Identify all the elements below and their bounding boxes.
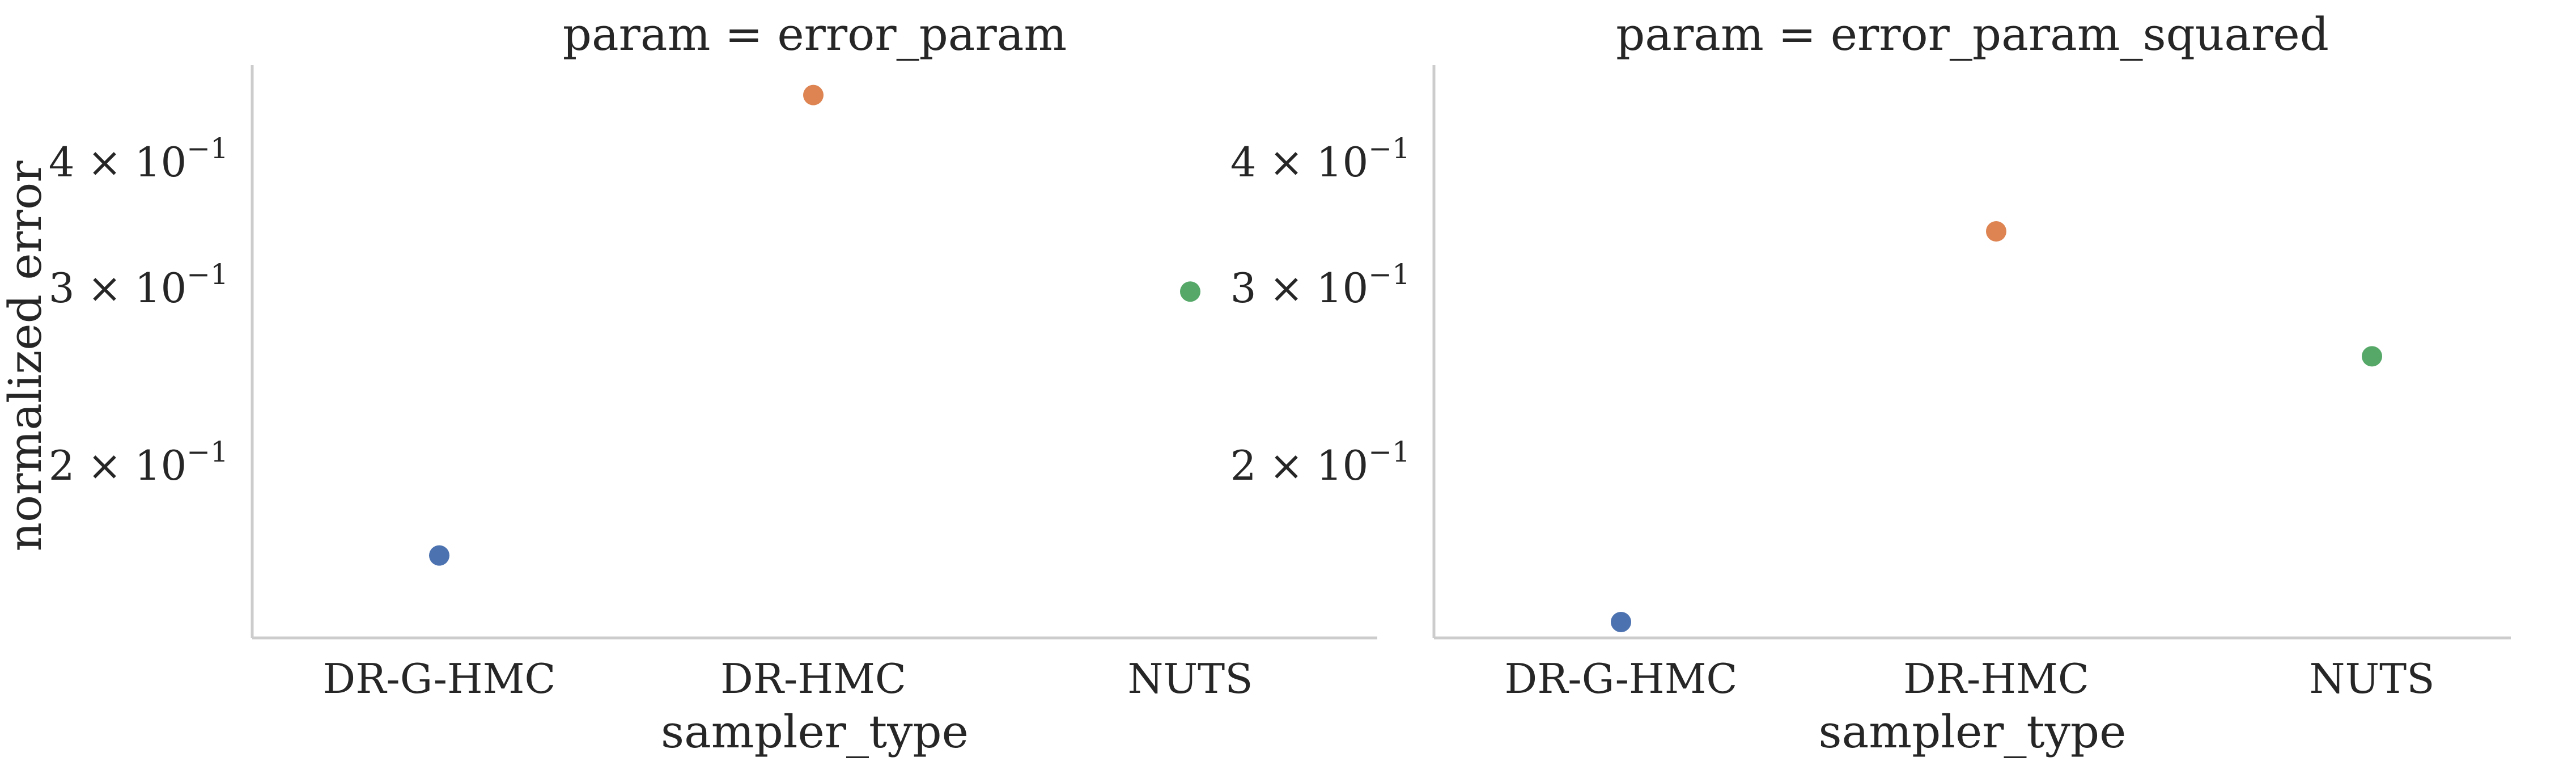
- x-tick-label: DR-HMC: [1903, 655, 2089, 703]
- x-axis-label: sampler_type: [1819, 705, 2127, 758]
- y-tick-base: 10: [135, 442, 187, 489]
- y-tick-mantissa: 3: [49, 264, 75, 312]
- x-tick-label: DR-G-HMC: [322, 655, 555, 703]
- data-point-dr-g-hmc: [429, 545, 449, 566]
- y-tick-exponent: −1: [186, 435, 228, 468]
- y-tick-base: 10: [1317, 442, 1369, 489]
- data-point-dr-hmc: [1986, 221, 2006, 242]
- y-tick-exponent: −1: [1368, 435, 1410, 468]
- y-tick-exponent: −1: [1368, 132, 1410, 165]
- y-tick-base: 10: [1317, 264, 1369, 312]
- y-tick-mantissa: 3: [1230, 264, 1257, 312]
- y-tick-base: 10: [135, 138, 187, 186]
- y-tick-mantissa: 2: [49, 442, 75, 489]
- x-tick-label: NUTS: [1127, 655, 1253, 703]
- y-tick-label: 4 × 10−1: [1230, 132, 1410, 186]
- panel-title: param = error_param_squared: [1616, 8, 2329, 61]
- x-axis-label: sampler_type: [661, 705, 969, 758]
- y-tick-exponent: −1: [186, 132, 228, 165]
- data-point-dr-g-hmc: [1611, 611, 1631, 632]
- y-tick-mantissa: 4: [1230, 138, 1257, 186]
- y-tick-label: 3 × 10−1: [49, 258, 228, 312]
- panel-title: param = error_param: [563, 8, 1067, 61]
- data-point-dr-hmc: [803, 84, 824, 105]
- y-tick-mantissa: 4: [49, 138, 75, 186]
- panel-error-param-squared: param = error_param_squared 2 × 10−1 3 × 1…: [1230, 8, 2511, 758]
- panel-error-param: param = error_param 2 × 10−1 3 × 10−1 4 × 1…: [49, 8, 1377, 758]
- y-tick-base: 10: [1317, 138, 1369, 186]
- x-tick-label: NUTS: [2309, 655, 2434, 703]
- y-axis-label: normalized error: [0, 160, 52, 552]
- y-tick-exponent: −1: [1368, 258, 1410, 291]
- y-tick-mantissa: 2: [1230, 442, 1257, 489]
- y-tick-base: 10: [135, 264, 187, 312]
- y-tick-label: 2 × 10−1: [1230, 435, 1410, 489]
- data-point-nuts: [1180, 281, 1200, 302]
- y-tick-label: 3 × 10−1: [1230, 258, 1410, 312]
- x-tick-label: DR-HMC: [720, 655, 906, 703]
- y-tick-exponent: −1: [186, 258, 228, 291]
- x-tick-label: DR-G-HMC: [1504, 655, 1737, 703]
- y-tick-label: 4 × 10−1: [49, 132, 228, 186]
- data-point-nuts: [2362, 346, 2382, 367]
- y-tick-label: 2 × 10−1: [49, 435, 228, 489]
